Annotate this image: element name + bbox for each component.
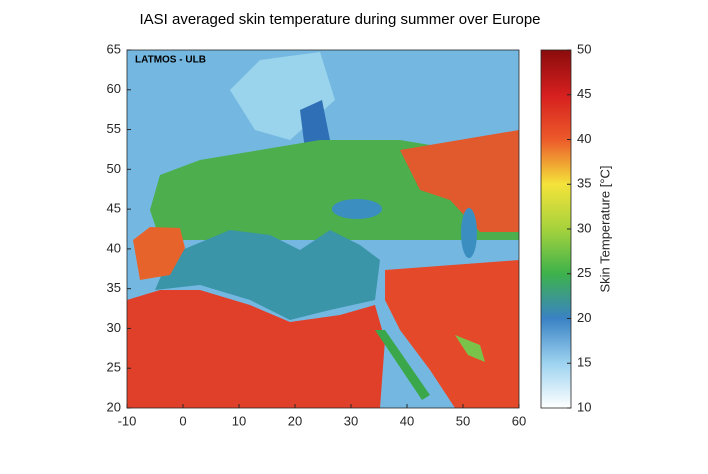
colorbar-tick-label: 10 xyxy=(577,399,591,414)
y-tick-label: 45 xyxy=(107,201,121,216)
annotation: LATMOS - ULB xyxy=(135,55,206,66)
colorbar-tick-label: 30 xyxy=(577,220,591,235)
colorbar-tick-label: 15 xyxy=(577,355,591,370)
colorbar xyxy=(540,49,572,409)
colorbar-tick-label: 35 xyxy=(577,176,591,191)
y-tick-label: 55 xyxy=(107,121,121,136)
chart-title: IASI averaged skin temperature during su… xyxy=(139,11,540,28)
colorbar-tick-label: 40 xyxy=(577,131,591,146)
x-tick-label: 60 xyxy=(512,413,526,428)
y-tick-label: 20 xyxy=(107,399,121,414)
x-tick-label: 40 xyxy=(400,413,414,428)
colorbar-tick-label: 50 xyxy=(577,41,591,56)
y-tick-label: 35 xyxy=(107,280,121,295)
colorbar-label: Skin Temperature [°C] xyxy=(597,165,612,292)
x-tick-label: 30 xyxy=(344,413,358,428)
y-tick-label: 30 xyxy=(107,320,121,335)
y-tick-label: 50 xyxy=(107,161,121,176)
y-tick-label: 65 xyxy=(107,41,121,56)
x-tick-label: 20 xyxy=(288,413,302,428)
y-tick-label: 40 xyxy=(107,240,121,255)
y-tick-label: 25 xyxy=(107,360,121,375)
x-tick-label: 10 xyxy=(232,413,246,428)
x-tick-label: -10 xyxy=(118,413,137,428)
colorbar-tick-label: 45 xyxy=(577,86,591,101)
x-tick-label: 50 xyxy=(456,413,470,428)
colorbar-tick-label: 20 xyxy=(577,310,591,325)
x-tick-label: 0 xyxy=(179,413,186,428)
y-tick-label: 60 xyxy=(107,81,121,96)
plot-frame xyxy=(126,49,520,409)
colorbar-tick-label: 25 xyxy=(577,265,591,280)
map xyxy=(127,50,519,408)
